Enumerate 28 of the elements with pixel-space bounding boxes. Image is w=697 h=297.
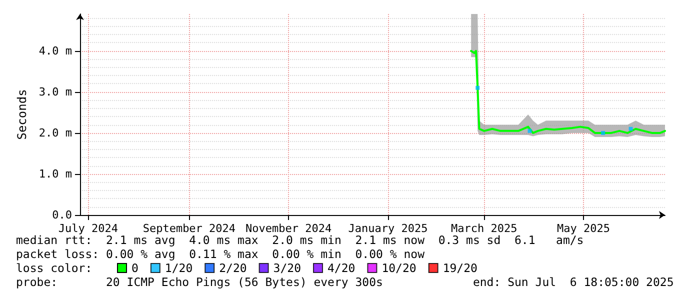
legend-title: loss color:	[16, 261, 92, 275]
x-tick-label: November 2024	[246, 222, 332, 235]
y-tick-label: 3.0 m	[38, 85, 72, 98]
legend-label: 10/20	[382, 261, 416, 275]
legend-label: 0	[132, 261, 138, 275]
y-tick-label: 1.0 m	[38, 167, 72, 180]
legend-label: 2/20	[219, 261, 247, 275]
point	[601, 130, 606, 135]
x-tick-label: September 2024	[142, 222, 236, 235]
legend-label: 19/20	[442, 261, 478, 275]
legend-label: 3/20	[273, 261, 302, 275]
point	[628, 126, 633, 131]
text: median rtt: 2.1 ms avg 4.0 ms max 2.0 ms min 2.1 ms now 0.3 ms sd 6.1 am/s	[16, 233, 584, 247]
x-tick-label: July 2024	[58, 222, 118, 235]
x-tick-label: March 2025	[451, 222, 518, 235]
x-tick-label: May 2025	[557, 222, 610, 235]
x-tick-label: January 2025	[348, 222, 428, 235]
y-tick-label: 2.0 m	[38, 126, 72, 140]
legend-label: 1/20	[164, 261, 193, 275]
y-tick-label: 0.0	[52, 208, 72, 222]
y-tick-label: 4.0 m	[38, 44, 72, 58]
point	[476, 86, 480, 90]
text: probe: 20 ICMP Echo Pings (56 Bytes) every 300s end: Sun Jul 6 18:05:00 2025	[16, 275, 674, 289]
line-series	[470, 50, 666, 134]
y-axis-title: Seconds	[15, 89, 29, 140]
text: packet loss: 0.00 % avg 0.11 % max 0.00 % min 0.00 % now	[16, 247, 425, 261]
legend-label: 4/20	[328, 261, 356, 275]
point	[528, 128, 532, 133]
